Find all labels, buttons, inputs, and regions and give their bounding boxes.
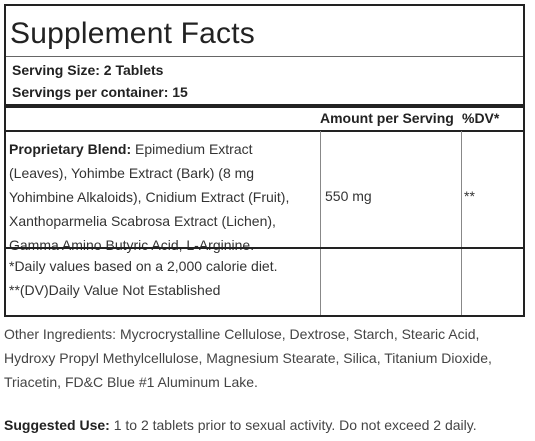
blend-label: Proprietary Blend:	[9, 141, 132, 157]
other-ingredients-line-1: Other Ingredients: Mycrocrystalline Cell…	[4, 326, 480, 342]
blend-amount: 550 mg	[325, 188, 372, 204]
blend-dv: **	[464, 188, 475, 204]
proprietary-blend: Proprietary Blend: Epimedium Extract (Le…	[9, 137, 321, 257]
supplement-facts-panel: Supplement Facts Serving Size: 2 Tablets…	[4, 4, 525, 317]
other-ingredients-line-3: Triacetin, FD&C Blue #1 Aluminum Lake.	[4, 374, 258, 390]
blend-divider	[6, 247, 523, 249]
dv-header: %DV*	[462, 110, 500, 126]
blend-line-2: (Leaves), Yohimbe Extract (Bark) (8 mg	[9, 165, 255, 181]
blend-line-4: Xanthoparmelia Scabrosa Extract (Lichen)…	[9, 213, 276, 229]
title-divider	[6, 56, 523, 57]
suggested-use-label: Suggested Use:	[4, 417, 110, 433]
blend-line-1: Epimedium Extract	[131, 141, 253, 157]
amount-column-line	[320, 131, 321, 315]
blend-line-5: Gamma Amino Butyric Acid, L-Arginine.	[9, 237, 255, 253]
serving-size: Serving Size: 2 Tablets	[12, 62, 164, 78]
footnote-dv-not-established: **(DV)Daily Value Not Established	[9, 282, 221, 298]
serving-divider	[6, 104, 523, 108]
other-ingredients-line-2: Hydroxy Propyl Methylcellulose, Magnesiu…	[4, 350, 492, 366]
blend-line-3: Yohimbine Alkaloids), Cnidium Extract (F…	[9, 189, 290, 205]
footnote-daily-values: *Daily values based on a 2,000 calorie d…	[9, 258, 278, 274]
servings-per-container: Servings per container: 15	[12, 84, 188, 100]
footnotes: *Daily values based on a 2,000 calorie d…	[9, 254, 278, 302]
amount-per-serving-header: Amount per Serving	[320, 110, 454, 126]
header-divider	[6, 130, 523, 132]
other-ingredients: Other Ingredients: Mycrocrystalline Cell…	[4, 322, 532, 394]
suggested-use: Suggested Use: 1 to 2 tablets prior to s…	[4, 413, 477, 437]
suggested-use-text: 1 to 2 tablets prior to sexual activity.…	[109, 417, 477, 433]
dv-column-line	[461, 131, 462, 315]
panel-title: Supplement Facts	[10, 17, 255, 50]
